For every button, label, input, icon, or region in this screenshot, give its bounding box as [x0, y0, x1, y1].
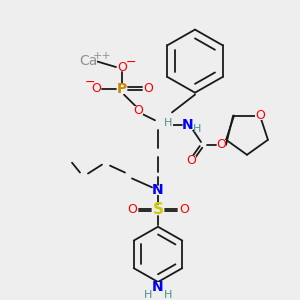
- FancyBboxPatch shape: [187, 156, 196, 165]
- Text: N: N: [182, 118, 194, 132]
- Text: O: O: [255, 109, 265, 122]
- Text: H: H: [164, 290, 172, 300]
- FancyBboxPatch shape: [217, 140, 226, 149]
- Text: O: O: [133, 104, 143, 117]
- FancyBboxPatch shape: [133, 106, 143, 115]
- FancyBboxPatch shape: [255, 111, 264, 120]
- FancyBboxPatch shape: [184, 121, 193, 130]
- Text: O: O: [143, 82, 153, 95]
- Text: N: N: [152, 183, 164, 197]
- Text: N: N: [152, 280, 164, 294]
- Text: O: O: [117, 61, 127, 74]
- FancyBboxPatch shape: [154, 186, 163, 195]
- FancyBboxPatch shape: [153, 205, 163, 215]
- Text: O: O: [91, 82, 101, 95]
- Text: P: P: [117, 82, 127, 96]
- FancyBboxPatch shape: [79, 56, 97, 66]
- FancyBboxPatch shape: [92, 84, 100, 93]
- FancyBboxPatch shape: [154, 283, 163, 291]
- FancyBboxPatch shape: [118, 63, 127, 71]
- Text: ++: ++: [93, 51, 111, 61]
- FancyBboxPatch shape: [143, 84, 152, 93]
- Text: −: −: [126, 56, 136, 69]
- Text: O: O: [179, 203, 189, 217]
- Text: Ca: Ca: [79, 54, 97, 68]
- Text: O: O: [127, 203, 137, 217]
- Text: O: O: [186, 154, 196, 167]
- Text: H: H: [193, 124, 201, 134]
- FancyBboxPatch shape: [179, 206, 188, 214]
- FancyBboxPatch shape: [128, 206, 136, 214]
- Text: H: H: [164, 118, 172, 128]
- Text: O: O: [216, 138, 226, 152]
- FancyBboxPatch shape: [163, 119, 173, 128]
- Text: −: −: [85, 76, 95, 89]
- Text: H: H: [144, 290, 152, 300]
- FancyBboxPatch shape: [117, 84, 127, 94]
- Text: S: S: [152, 202, 164, 217]
